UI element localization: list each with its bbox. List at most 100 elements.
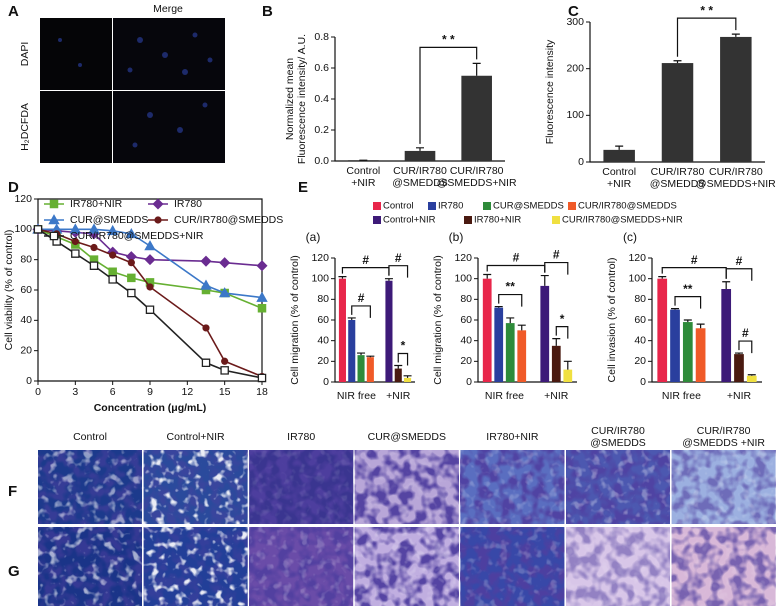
marker bbox=[127, 273, 136, 283]
bar bbox=[603, 149, 635, 162]
marker bbox=[144, 240, 156, 251]
x-axis-label: Concentration (μg/mL) bbox=[94, 402, 207, 414]
x-tick-label: +NIR bbox=[544, 390, 569, 402]
bar bbox=[357, 355, 365, 382]
x-tick-label: 9 bbox=[147, 386, 153, 398]
bar bbox=[482, 278, 492, 382]
marker bbox=[219, 257, 231, 269]
error-bar bbox=[658, 276, 667, 279]
y-tick-label: 60 bbox=[317, 314, 329, 326]
panel-label: B bbox=[262, 3, 273, 20]
line bbox=[37, 228, 263, 379]
column-label: Merge bbox=[153, 3, 183, 15]
axis-line bbox=[334, 258, 415, 383]
x-tick-label: NIR free bbox=[662, 390, 701, 402]
error-bar bbox=[494, 305, 503, 308]
error-bar bbox=[540, 274, 549, 286]
annotation: * * bbox=[700, 3, 713, 17]
panel-label: F bbox=[8, 483, 17, 500]
bracket bbox=[351, 305, 371, 318]
annotation: # bbox=[736, 254, 743, 268]
legend-swatch bbox=[464, 216, 472, 224]
y-axis-label: Fluorescence intensity bbox=[544, 39, 556, 144]
legend-label: Control+NIR bbox=[383, 215, 436, 226]
y-axis-label: Cell migration (% of control) bbox=[289, 255, 301, 385]
annotation: # bbox=[553, 248, 560, 262]
legend-label: IR780+NIR bbox=[70, 198, 123, 210]
marker bbox=[127, 259, 135, 267]
legend-swatch bbox=[483, 202, 491, 210]
marker bbox=[108, 267, 117, 277]
bar bbox=[734, 354, 744, 382]
marker bbox=[256, 291, 268, 302]
bracket bbox=[725, 268, 753, 281]
panel-label: D bbox=[8, 179, 19, 196]
panel-label: A bbox=[8, 3, 19, 20]
error-bar bbox=[683, 319, 692, 323]
marker bbox=[154, 216, 162, 224]
error-bar bbox=[696, 323, 705, 329]
legend-swatch bbox=[373, 202, 381, 210]
error-bar bbox=[338, 276, 347, 279]
legend-label: CUR/IR780@SMEDDS+NIR bbox=[562, 215, 683, 226]
error-bar bbox=[357, 352, 366, 356]
bar bbox=[404, 150, 436, 161]
y-tick-label: 0.4 bbox=[314, 93, 329, 105]
x-tick-label: Control +NIR bbox=[346, 165, 380, 189]
x-tick-label: 18 bbox=[256, 386, 268, 398]
y-tick-label: 80 bbox=[460, 293, 472, 305]
annotation: # bbox=[691, 253, 698, 267]
y-tick-label: 0.6 bbox=[314, 62, 329, 74]
marker bbox=[33, 225, 43, 234]
marker bbox=[257, 303, 267, 313]
error-bar bbox=[506, 317, 515, 324]
y-tick-label: 40 bbox=[317, 334, 329, 346]
x-tick-label: NIR free bbox=[485, 390, 524, 402]
marker bbox=[144, 254, 156, 266]
bar bbox=[661, 63, 694, 162]
x-tick-label: +NIR bbox=[386, 390, 411, 402]
micrograph-texture bbox=[566, 527, 670, 606]
legend-label: IR780 bbox=[174, 198, 202, 210]
annotation: # bbox=[395, 251, 402, 265]
legend-swatch bbox=[428, 202, 436, 210]
marker bbox=[256, 260, 268, 272]
error-bar bbox=[615, 145, 624, 150]
y-tick-label: 60 bbox=[20, 284, 32, 296]
bar bbox=[551, 345, 561, 382]
y-tick-label: 80 bbox=[317, 293, 329, 305]
y-tick-label: 0 bbox=[26, 375, 32, 387]
marker bbox=[108, 275, 117, 284]
line bbox=[37, 228, 263, 309]
micrograph-texture bbox=[249, 450, 354, 524]
cell-dots bbox=[58, 32, 213, 148]
y-tick-label: 0 bbox=[323, 376, 329, 388]
y-tick-label: 200 bbox=[566, 62, 584, 74]
x-tick-label: 6 bbox=[110, 386, 116, 398]
marker bbox=[69, 223, 82, 234]
panel-label: E bbox=[298, 179, 308, 196]
y-tick-label: 0 bbox=[640, 376, 646, 388]
image-h2dcfda bbox=[40, 91, 112, 163]
marker bbox=[200, 279, 212, 290]
marker bbox=[90, 243, 98, 252]
y-tick-label: 0 bbox=[578, 156, 584, 168]
micrograph-texture bbox=[671, 527, 776, 606]
x-tick-label: NIR free bbox=[337, 390, 376, 402]
bracket bbox=[397, 352, 409, 366]
column-label: CUR/IR780 @SMEDDS +NIR bbox=[682, 425, 765, 449]
marker bbox=[152, 198, 164, 210]
marker bbox=[221, 357, 229, 365]
marker bbox=[71, 249, 80, 258]
marker bbox=[125, 227, 138, 239]
bar bbox=[540, 285, 550, 382]
error-bar bbox=[734, 352, 743, 355]
marker bbox=[89, 261, 99, 270]
bar bbox=[394, 368, 402, 382]
y-tick-label: 100 bbox=[14, 223, 32, 235]
legend-label: IR780 bbox=[438, 201, 463, 212]
y-tick-label: 40 bbox=[460, 334, 472, 346]
bar bbox=[494, 307, 504, 382]
column-label: CUR/IR780 @SMEDDS bbox=[590, 425, 646, 449]
